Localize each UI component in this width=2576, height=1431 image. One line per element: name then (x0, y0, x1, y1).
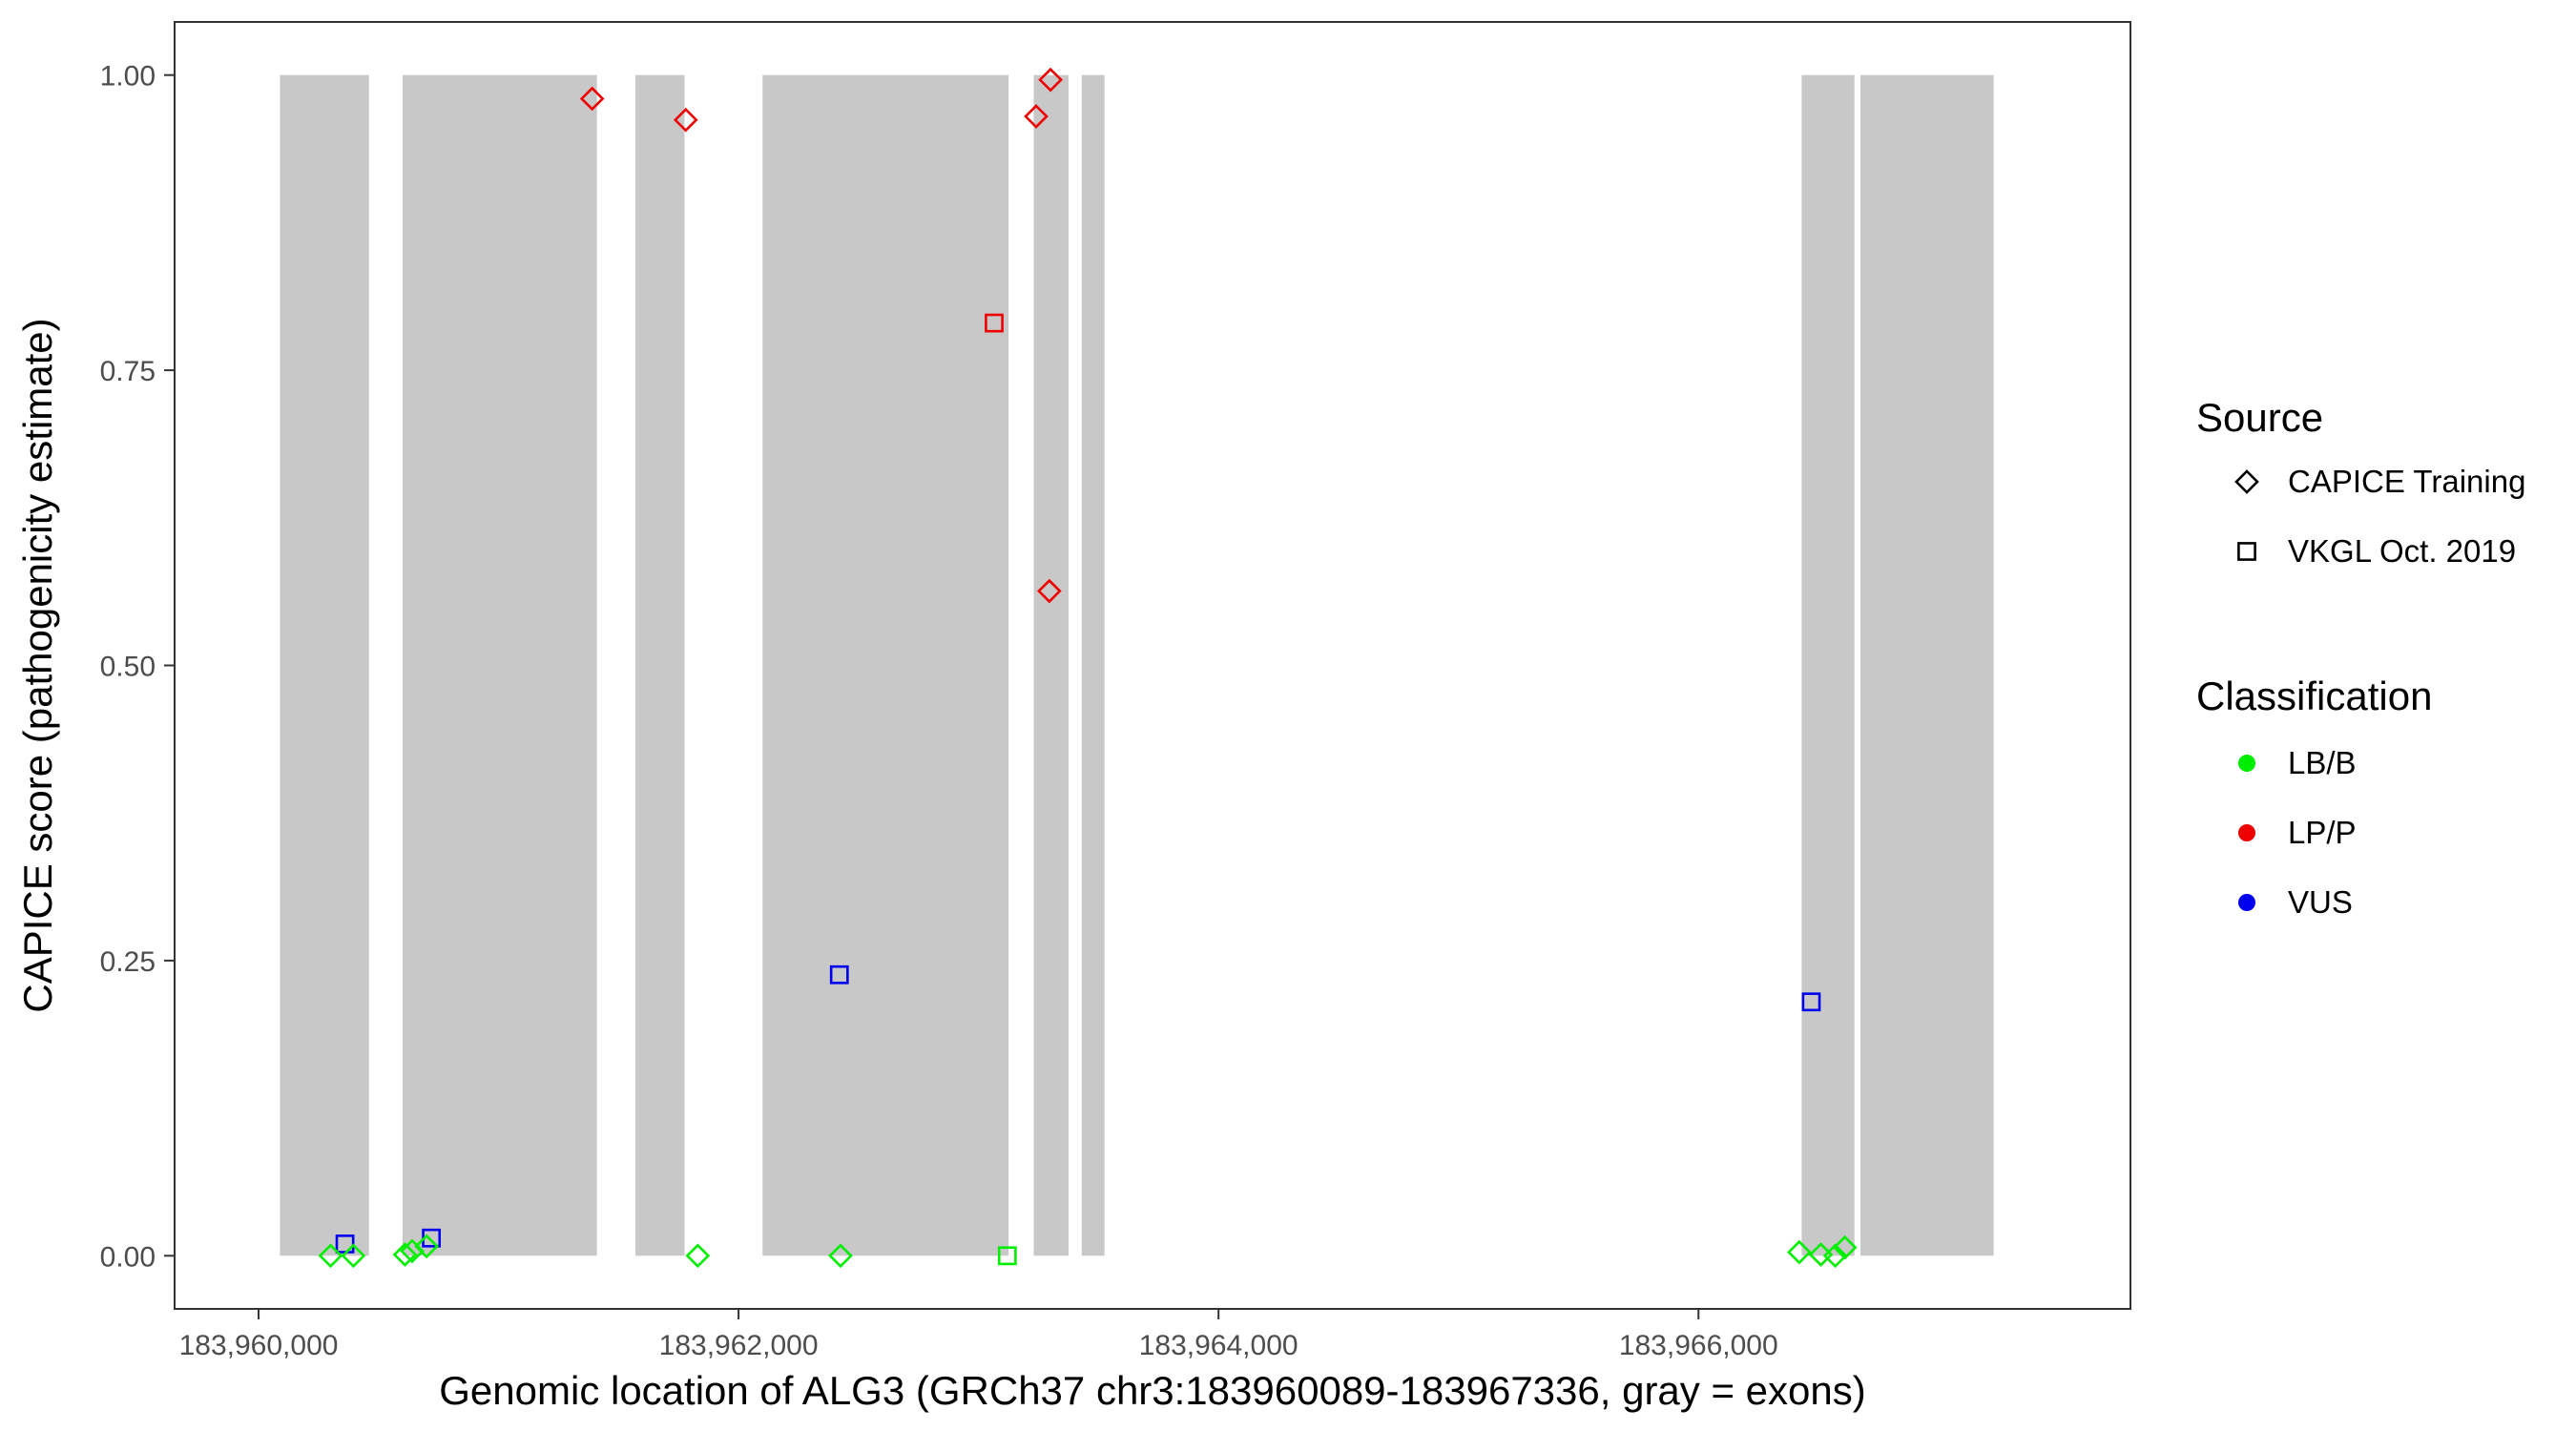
y-axis-title: CAPICE score (pathogenicity estimate) (15, 318, 60, 1012)
exon-band (762, 74, 1009, 1256)
data-point (1787, 1239, 1812, 1265)
exon-band (634, 74, 685, 1256)
data-point (400, 1238, 425, 1264)
legend-key-dot (2238, 755, 2255, 772)
data-point (1832, 1234, 1858, 1260)
data-point (985, 313, 1004, 333)
legend-label: CAPICE Training (2288, 464, 2525, 499)
exon-band (280, 74, 369, 1256)
legend-label: LP/P (2288, 815, 2357, 850)
data-point (1801, 992, 1821, 1012)
legend-title-classification: Classification (2196, 674, 2432, 718)
legend-label: VUS (2288, 884, 2353, 920)
x-axis-title: Genomic location of ALG3 (GRCh37 chr3:18… (439, 1368, 1865, 1413)
legend-key-dot (2238, 824, 2255, 841)
legend-label: LB/B (2288, 745, 2357, 780)
data-point (829, 964, 849, 985)
y-tick-label: 0.75 (100, 356, 156, 387)
legend-key-diamond (2234, 469, 2259, 494)
x-tick-label: 183,962,000 (659, 1330, 819, 1361)
exon-band (1033, 74, 1069, 1256)
x-tick-label: 183,964,000 (1139, 1330, 1298, 1361)
data-point (1822, 1243, 1848, 1269)
exon-band (1801, 74, 1855, 1256)
x-tick-label: 183,960,000 (179, 1330, 339, 1361)
legend-key-square (2237, 542, 2256, 561)
y-tick-label: 0.00 (100, 1241, 156, 1273)
exon-band (402, 74, 597, 1256)
data-point (579, 86, 605, 112)
data-point (997, 1246, 1017, 1266)
exon-band (1081, 74, 1105, 1256)
data-point (341, 1243, 366, 1269)
y-tick-label: 0.25 (100, 946, 156, 978)
data-points (318, 67, 1858, 1269)
x-tick-label: 183,966,000 (1619, 1330, 1778, 1361)
data-point (673, 107, 698, 133)
y-tick-label: 0.50 (100, 652, 156, 683)
exon-band (1860, 74, 1994, 1256)
axes: 183,960,000 183,962,000 183,964,000 183,966… (100, 61, 1778, 1361)
data-point (318, 1243, 343, 1269)
legend-title-source: Source (2196, 395, 2323, 440)
data-point (1037, 578, 1062, 604)
data-point (1024, 104, 1049, 129)
legend-label: VKGL Oct. 2019 (2288, 533, 2516, 569)
data-point (1038, 67, 1063, 93)
data-point (828, 1243, 853, 1269)
data-point (414, 1234, 439, 1259)
data-point (685, 1243, 711, 1269)
legend-key-dot (2238, 894, 2255, 911)
y-tick-label: 1.00 (100, 61, 156, 93)
data-point (392, 1242, 418, 1267)
legend: Source CAPICE Training VKGL Oct. 2019 Class… (2196, 395, 2525, 920)
exon-bands (280, 74, 1994, 1256)
